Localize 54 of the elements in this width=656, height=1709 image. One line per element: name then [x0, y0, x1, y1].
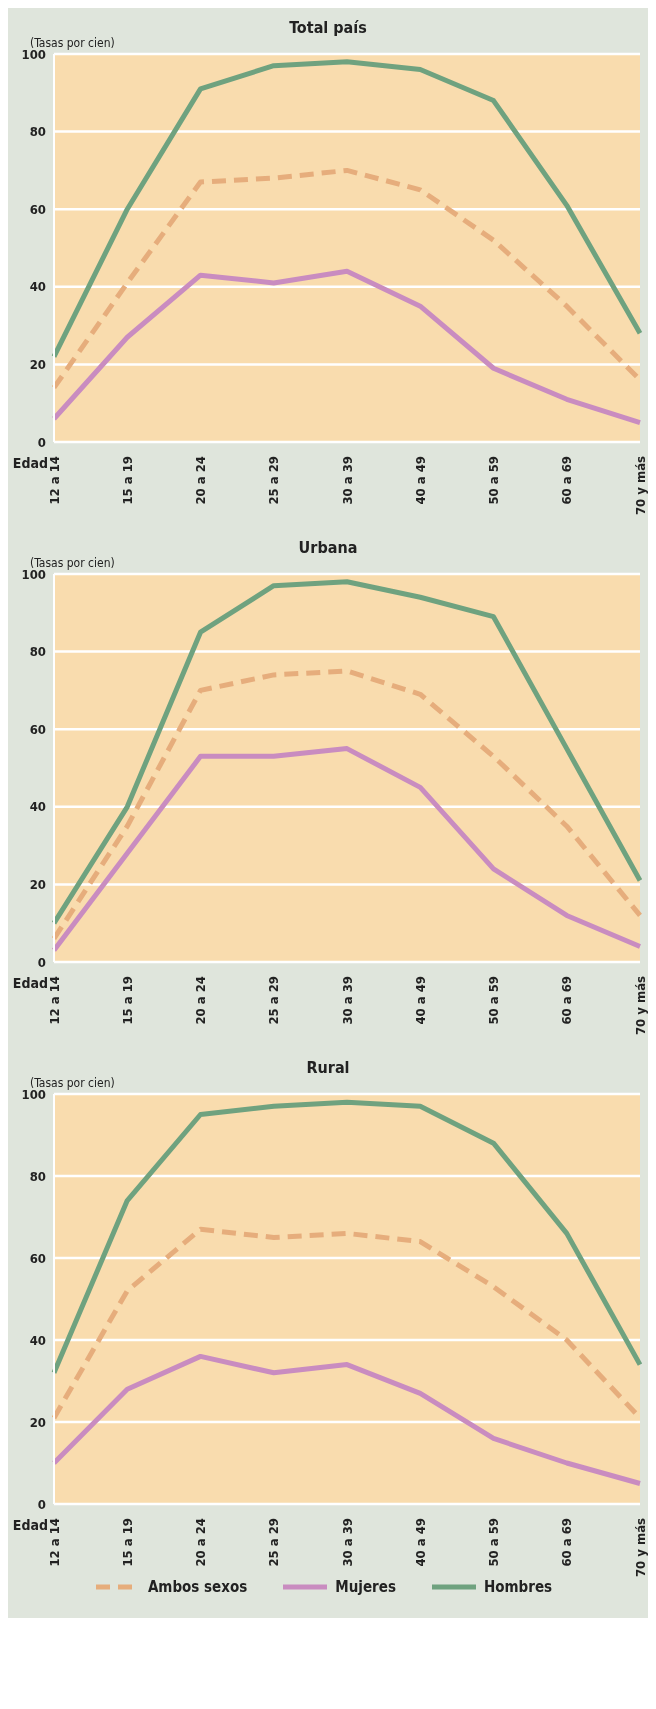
x-tick-label: 50 a 59	[486, 976, 501, 1025]
x-tick-label: 20 a 24	[193, 976, 208, 1025]
x-tick-label: 60 a 69	[559, 1518, 575, 1567]
x-tick-label: 15 a 19	[119, 976, 135, 1025]
y-axis-title: (Tasas por cien)	[30, 36, 115, 50]
x-tick-label: 50 a 59	[486, 456, 501, 505]
x-tick-label: 70 y más	[632, 455, 648, 516]
chart-title: Urbana	[298, 538, 358, 557]
x-tick-label: 70 y más	[632, 975, 648, 1036]
x-tick-label: 70 y más	[632, 1517, 648, 1578]
x-tick-label: 30 a 39	[339, 1518, 355, 1567]
x-tick-label: 30 a 39	[339, 456, 355, 505]
x-tick-label: 12 a 14	[46, 1518, 62, 1567]
y-tick-label: 40	[29, 799, 46, 815]
y-tick-label: 20	[29, 877, 46, 893]
x-tick-label: 50 a 59	[486, 1518, 501, 1567]
x-tick-label: 12 a 14	[46, 976, 62, 1025]
legend-label: Mujeres	[334, 1578, 396, 1596]
x-tick-label: 40 a 49	[412, 456, 428, 505]
y-tick-label: 0	[37, 1496, 46, 1512]
x-tick-label: 25 a 29	[266, 456, 282, 505]
x-tick-label: 40 a 49	[412, 1518, 428, 1567]
x-tick-label: 60 a 69	[559, 976, 575, 1025]
x-tick-label: 40 a 49	[412, 976, 428, 1025]
legend-label: Hombres	[482, 1578, 553, 1596]
x-tick-label: 12 a 14	[46, 456, 62, 505]
y-tick-label: 40	[29, 279, 46, 295]
x-tick-label: 25 a 29	[266, 976, 282, 1025]
y-tick-label: 20	[29, 357, 46, 373]
x-tick-label: 60 a 69	[559, 456, 575, 505]
x-axis-title: Edad	[12, 1517, 48, 1533]
x-tick-label: 30 a 39	[339, 976, 355, 1025]
y-tick-label: 80	[29, 644, 46, 660]
chart-title: Total país	[289, 18, 367, 37]
y-tick-label: 80	[29, 1168, 46, 1184]
x-tick-label: 20 a 24	[193, 1518, 208, 1567]
x-tick-label: 20 a 24	[193, 456, 208, 505]
y-axis-title: (Tasas por cien)	[30, 556, 115, 570]
y-axis-title: (Tasas por cien)	[30, 1076, 115, 1090]
y-tick-label: 40	[29, 1332, 46, 1348]
y-tick-label: 60	[29, 721, 46, 737]
y-tick-label: 0	[37, 954, 46, 970]
y-tick-label: 20	[29, 1414, 46, 1430]
y-tick-label: 80	[29, 124, 46, 140]
x-tick-label: 25 a 29	[266, 1518, 282, 1567]
y-tick-label: 60	[29, 201, 46, 217]
x-tick-label: 15 a 19	[119, 456, 135, 505]
x-axis-title: Edad	[12, 455, 48, 471]
x-tick-label: 15 a 19	[119, 1518, 135, 1567]
legend-label: Ambos sexos	[146, 1578, 248, 1596]
y-tick-label: 0	[37, 434, 46, 450]
x-axis-title: Edad	[12, 975, 48, 991]
chart-title: Rural	[306, 1058, 350, 1077]
y-tick-label: 60	[29, 1250, 46, 1266]
